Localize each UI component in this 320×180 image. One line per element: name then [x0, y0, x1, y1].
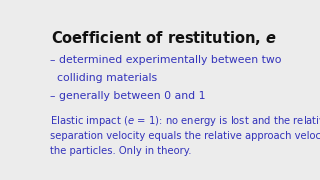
- Text: – generally between 0 and 1: – generally between 0 and 1: [50, 91, 205, 101]
- Text: separation velocity equals the relative approach velocity of: separation velocity equals the relative …: [50, 131, 320, 141]
- Text: Elastic impact ($\it{e}$ = 1): no energy is lost and the relative: Elastic impact ($\it{e}$ = 1): no energy…: [50, 114, 320, 129]
- Text: the particles. Only in theory.: the particles. Only in theory.: [50, 146, 191, 156]
- Text: Coefficient of restitution, $\bfit{e}$: Coefficient of restitution, $\bfit{e}$: [51, 28, 277, 46]
- Text: colliding materials: colliding materials: [50, 73, 157, 83]
- Text: – determined experimentally between two: – determined experimentally between two: [50, 55, 281, 65]
